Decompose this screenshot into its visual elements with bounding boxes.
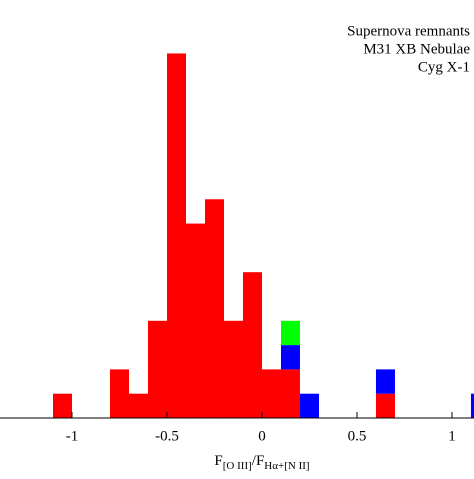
bar — [128, 393, 148, 418]
bar — [53, 393, 73, 418]
x-label-part: F — [214, 453, 222, 469]
bar — [375, 369, 395, 394]
bar — [109, 369, 129, 418]
x-tick-label: 0.5 — [348, 428, 367, 444]
bar — [299, 393, 319, 418]
bar — [204, 199, 224, 418]
bar — [242, 272, 262, 418]
bar — [166, 53, 186, 418]
bar — [470, 393, 474, 418]
bar — [280, 320, 300, 346]
legend-label: Supernova remnants — [347, 23, 470, 39]
x-label-part: [O III] — [223, 460, 252, 472]
bar — [375, 393, 395, 418]
legend-label: Cyg X-1 — [418, 59, 470, 75]
plot-area — [53, 53, 474, 418]
x-tick-label: -1 — [66, 428, 79, 444]
bar — [261, 369, 281, 418]
bar — [223, 320, 243, 418]
bar — [280, 345, 300, 370]
legend-label: M31 XB Nebulae — [363, 41, 470, 57]
x-tick-label: -0.5 — [155, 428, 179, 444]
x-tick-label: 1 — [448, 428, 456, 444]
x-label-part: Hα+[N II] — [264, 460, 309, 472]
x-tick-label: 0 — [258, 428, 266, 444]
bar — [147, 320, 167, 418]
bar — [280, 369, 300, 418]
x-axis-label: F[O III]/FHα+[N II] — [214, 453, 309, 471]
x-label-part: /F — [252, 453, 265, 469]
bar — [185, 223, 205, 418]
